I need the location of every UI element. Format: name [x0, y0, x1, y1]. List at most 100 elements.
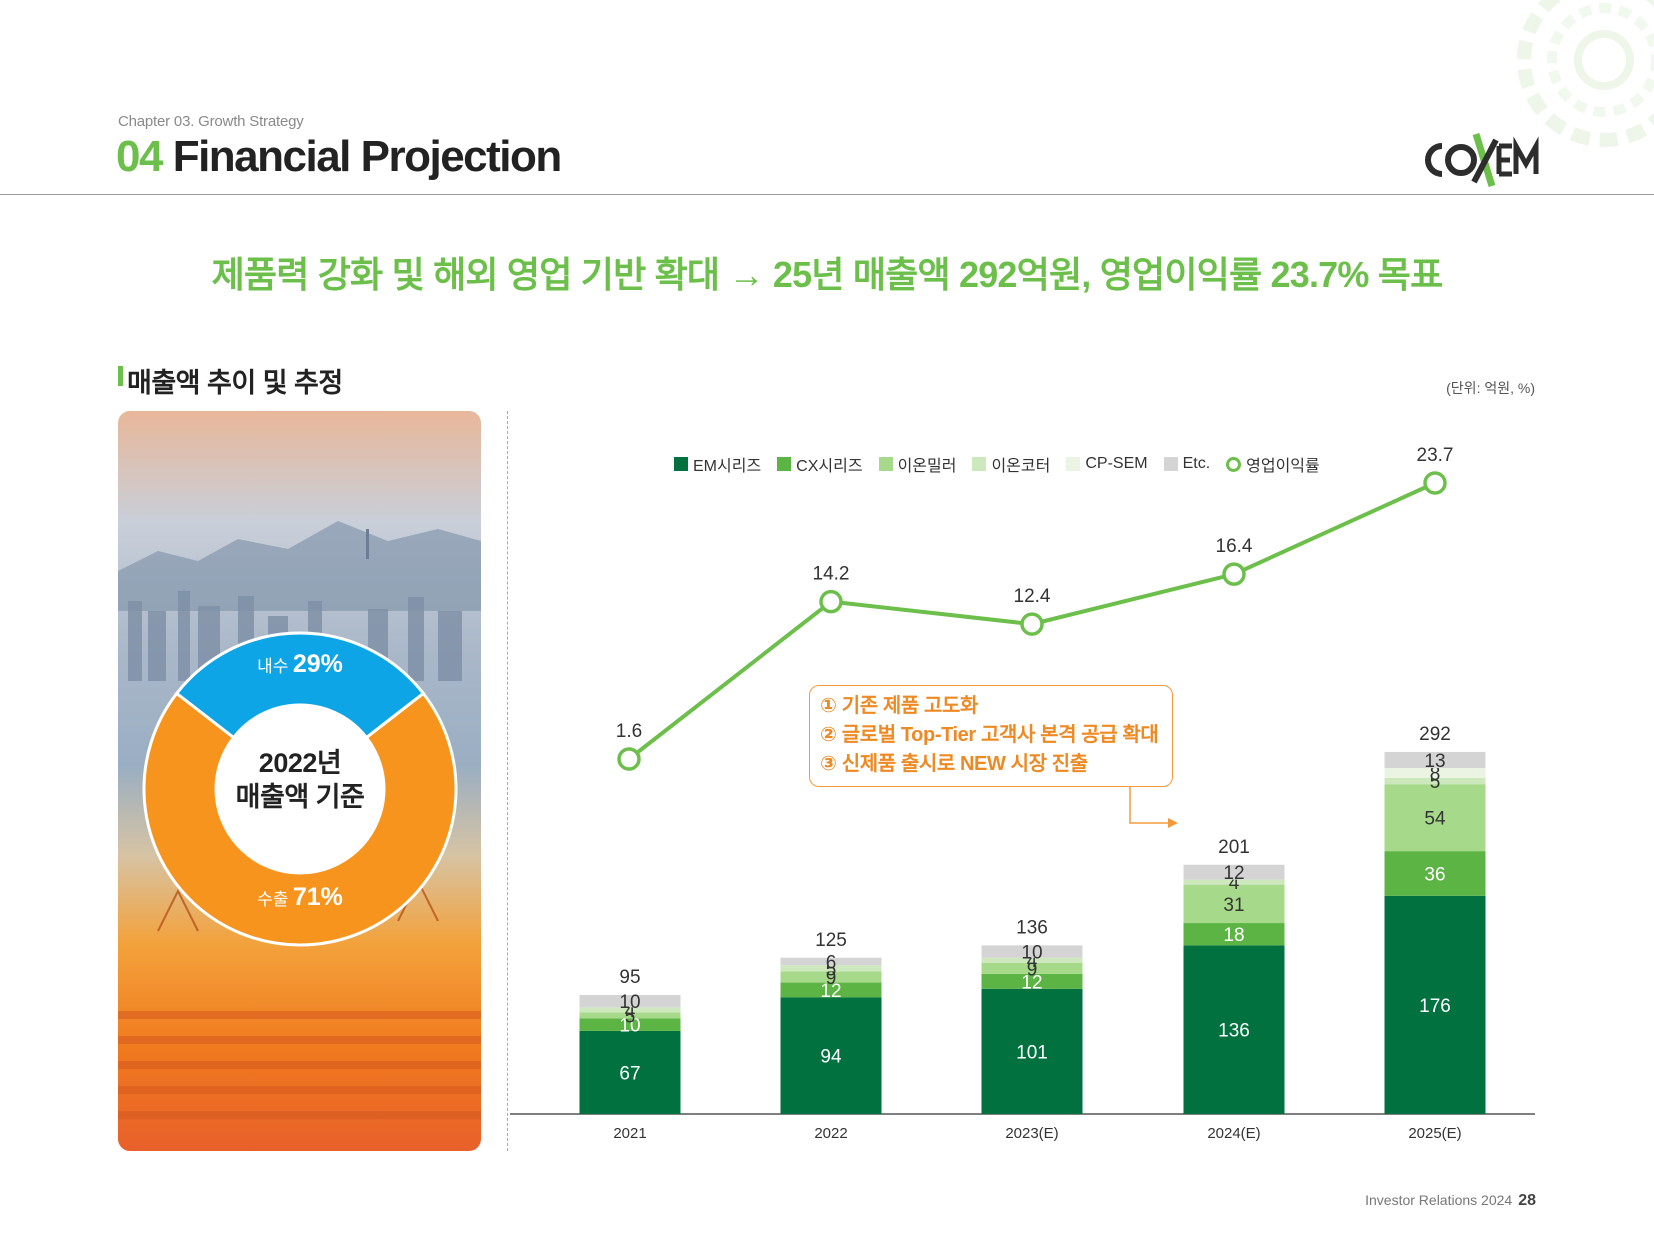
- page-number: 28: [1518, 1192, 1536, 1209]
- bar-value-label: 12: [1223, 863, 1244, 884]
- export-percent: 71%: [292, 883, 343, 911]
- legend-label: 이온밀러: [897, 458, 957, 475]
- margin-point: [819, 589, 843, 614]
- bar-segment: [981, 957, 1083, 963]
- bar-segment: [981, 945, 1083, 958]
- margin-value-label: 23.7: [1417, 445, 1454, 466]
- chapter-label: Chapter 03. Growth Strategy: [118, 113, 304, 130]
- legend-label: 이온코터: [991, 458, 1051, 475]
- bar-value-label: 18: [1223, 925, 1244, 946]
- donut-center-line2: 매출액 기준: [235, 782, 365, 812]
- margin-point: [1423, 471, 1447, 495]
- title-text: Financial Projection: [172, 132, 563, 181]
- legend-label: Etc.: [1182, 455, 1211, 472]
- bar-total-label: 136: [1016, 917, 1048, 938]
- bar-segment: [981, 988, 1083, 1114]
- legend-label: 영업이익률: [1246, 458, 1320, 475]
- section-number: 04: [116, 132, 163, 181]
- legend-item: 이온코터: [972, 452, 1050, 476]
- bar-segment: [1183, 884, 1285, 924]
- x-tick-label: 2025(E): [1408, 1125, 1461, 1142]
- footer-text: Investor Relations 2024: [1365, 1192, 1513, 1208]
- bar-segment: [780, 965, 882, 972]
- bar-value-label: 9: [1027, 959, 1038, 980]
- sales-mix-donut: 내수 29% 2022년 매출액 기준 수출 71%: [141, 630, 459, 948]
- callout-line-1: ① 기존 제품 고도화: [820, 695, 979, 717]
- legend-swatch: [674, 457, 688, 471]
- bar-segment: [1183, 864, 1285, 880]
- bar-value-label: 31: [1223, 895, 1244, 916]
- bar-value-label: 54: [1424, 809, 1446, 830]
- footer: Investor Relations 2024 28: [1365, 1192, 1536, 1210]
- legend-item: EM시리즈: [674, 452, 761, 476]
- callout-connector: [1129, 787, 1168, 824]
- bar-total-label: 95: [619, 967, 640, 988]
- x-tick-label: 2023(E): [1005, 1125, 1058, 1142]
- bar-value-label: 67: [619, 1063, 640, 1084]
- legend-item: 이온밀러: [878, 452, 957, 476]
- bar-segment: [780, 971, 882, 983]
- margin-value-label: 14.2: [813, 564, 850, 585]
- corner-decoration: [1517, 0, 1654, 147]
- bar-value-label: 12: [1021, 972, 1042, 993]
- donut-center-label: 2022년 매출액 기준: [141, 746, 459, 814]
- legend-swatch: [1163, 457, 1178, 471]
- x-tick-label: 2024(E): [1207, 1125, 1260, 1142]
- margin-value-label: 12.4: [1014, 586, 1051, 607]
- legend-item: CP-SEM: [1066, 455, 1148, 473]
- bar-total-label: 201: [1218, 837, 1250, 858]
- donut-center-line1: 2022년: [258, 748, 342, 778]
- x-tick-label: 2022: [814, 1125, 847, 1142]
- bar-value-label: 6: [826, 952, 837, 973]
- bar-value-label: 13: [1424, 751, 1445, 772]
- bar-total-label: 125: [815, 930, 847, 951]
- bar-segment: [1384, 895, 1486, 1114]
- page-title: 04 Financial Projection: [116, 132, 563, 182]
- margin-value-label: 1.6: [616, 721, 642, 742]
- donut-segment-export: [142, 691, 458, 947]
- domestic-name: 내수: [257, 657, 289, 676]
- section-marker: [118, 366, 123, 386]
- bar-segment: [1384, 751, 1486, 769]
- margin-point: [1020, 612, 1044, 636]
- headline: 제품력 강화 및 해외 영업 기반 확대 → 25년 매출액 292억원, 영업…: [211, 254, 1444, 295]
- legend-item: CX시리즈: [777, 452, 863, 476]
- bar-segment: [1183, 923, 1285, 946]
- bar-value-label: 101: [1016, 1042, 1048, 1063]
- bar-value-label: 10: [619, 992, 640, 1013]
- bar-segment: [1384, 851, 1486, 896]
- bar-value-label: 4: [1229, 873, 1240, 894]
- margin-value-label: 16.4: [1216, 536, 1253, 557]
- bar-value-label: 5: [826, 959, 837, 980]
- legend-label: CP-SEM: [1085, 455, 1148, 472]
- legend-swatch: [972, 457, 987, 471]
- legend-label: EM시리즈: [693, 458, 762, 475]
- header-divider: [0, 194, 1654, 195]
- bar-value-label: 36: [1424, 864, 1445, 885]
- bar-segment: [780, 997, 882, 1114]
- bar-segment: [1384, 777, 1486, 785]
- donut-segment-domestic: [174, 631, 426, 740]
- bar-segment: [981, 973, 1083, 989]
- margin-point: [617, 747, 641, 771]
- bar-value-label: 136: [1218, 1021, 1250, 1042]
- bar-segment: [579, 1012, 681, 1019]
- bar-value-label: 4: [625, 1001, 636, 1022]
- domestic-percent: 29%: [292, 650, 343, 678]
- bar-total-label: 292: [1419, 724, 1451, 745]
- domestic-label: 내수 29%: [141, 650, 459, 679]
- chart-legend: EM시리즈 CX시리즈 이온밀러 이온코터 CP-SEM Etc. 영업이익률: [674, 453, 1320, 475]
- margin-point: [1222, 562, 1246, 586]
- growth-callout: ① 기존 제품 고도화 ② 글로벌 Top-Tier 고객사 본격 공급 확대 …: [809, 685, 1173, 787]
- bar-segment: [579, 994, 681, 1008]
- unit-note: (단위: 억원, %): [1446, 380, 1535, 396]
- bar-segment: [1384, 784, 1486, 852]
- bar-value-label: 5: [625, 1006, 636, 1027]
- bar-segment: [780, 957, 882, 966]
- export-name: 수출: [257, 890, 289, 909]
- legend-item: Etc.: [1163, 455, 1211, 473]
- bar-segment: [1183, 945, 1285, 1114]
- bar-segment: [579, 1018, 681, 1031]
- bar-value-label: 10: [619, 1016, 640, 1037]
- legend-swatch: [878, 457, 893, 471]
